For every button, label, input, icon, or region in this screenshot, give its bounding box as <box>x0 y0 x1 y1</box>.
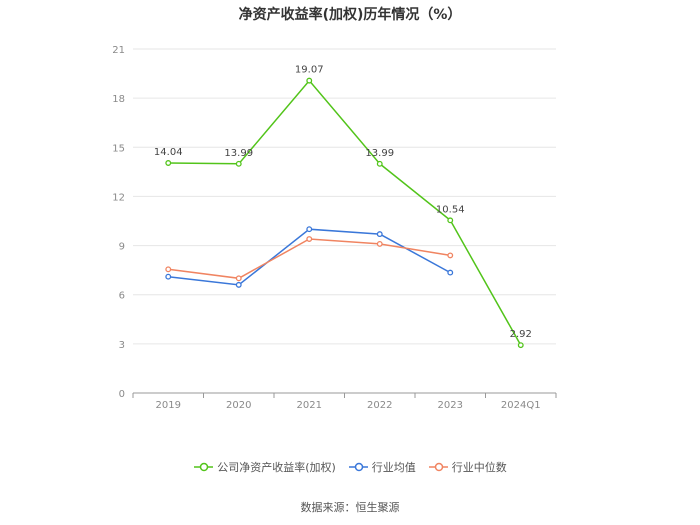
legend-label: 公司净资产收益率(加权) <box>217 461 336 474</box>
series-2-point <box>235 275 242 282</box>
data-label: 2.92 <box>510 329 532 340</box>
data-label: 13.99 <box>224 148 253 159</box>
x-tick-label: 2019 <box>156 400 181 411</box>
x-tick-label: 2024Q1 <box>501 400 541 411</box>
chart-title: 净资产收益率(加权)历年情况（%） <box>238 7 462 23</box>
series-2-point <box>376 240 383 247</box>
legend-swatch-marker <box>199 462 209 472</box>
x-tick-label: 2021 <box>297 400 322 411</box>
series-2-point <box>306 236 313 242</box>
legend-label: 行业均值 <box>371 461 416 474</box>
x-tick-label: 2020 <box>226 400 251 411</box>
series-0-point <box>235 160 242 167</box>
series-0-point <box>165 160 172 166</box>
y-tick-label: 3 <box>119 340 125 351</box>
y-tick-label: 18 <box>112 94 125 105</box>
x-tick-label: 2022 <box>367 400 392 411</box>
y-tick-label: 12 <box>112 192 125 203</box>
legend-swatch-marker <box>354 462 364 472</box>
series-2-point <box>165 266 172 273</box>
y-tick-label: 15 <box>112 143 125 154</box>
series-1-point <box>165 273 172 280</box>
legend-label: 行业中位数 <box>451 461 507 474</box>
series-0-point <box>376 160 383 167</box>
series-line-0 <box>168 79 522 346</box>
legend-swatch-icon <box>348 462 368 472</box>
series <box>165 77 524 349</box>
legend: 公司净资产收益率(加权) 行业均值 行业中位数 <box>0 459 700 475</box>
legend-item[interactable]: 行业中位数 <box>428 459 507 475</box>
axes: 0 3 6 9 12 15 18 21 2019 2020 2021 2022 2023 2024Q1 <box>112 45 557 411</box>
data-label: 19.07 <box>295 65 324 76</box>
x-tick-label: 2023 <box>438 400 463 411</box>
y-tick-label: 0 <box>119 389 125 400</box>
data-label: 13.99 <box>365 148 394 159</box>
series-line-2 <box>168 238 451 280</box>
legend-swatch-icon <box>428 462 448 472</box>
legend-item[interactable]: 行业均值 <box>348 459 416 475</box>
series-1-point <box>447 269 454 276</box>
legend-swatch-icon <box>194 462 214 472</box>
series-0-point <box>447 217 454 224</box>
y-tick-label: 9 <box>119 242 125 253</box>
grid-lines <box>133 48 556 345</box>
series-1-point <box>235 281 242 288</box>
y-tick-label: 21 <box>112 45 125 56</box>
series-1-point <box>376 231 383 238</box>
series-1-point <box>306 226 313 233</box>
source-note: 数据来源：恒生聚源 <box>300 501 400 514</box>
legend-swatch-marker <box>434 462 444 472</box>
data-label: 14.04 <box>154 147 183 158</box>
data-label: 10.54 <box>436 204 465 215</box>
series-0-point <box>306 77 313 84</box>
series-2-point <box>447 252 454 259</box>
y-tick-label: 6 <box>119 291 125 302</box>
series-0-point <box>517 342 524 349</box>
data-labels: 14.04 13.99 19.07 13.99 10.54 2.92 <box>154 65 532 341</box>
legend-item[interactable]: 公司净资产收益率(加权) <box>193 459 336 475</box>
